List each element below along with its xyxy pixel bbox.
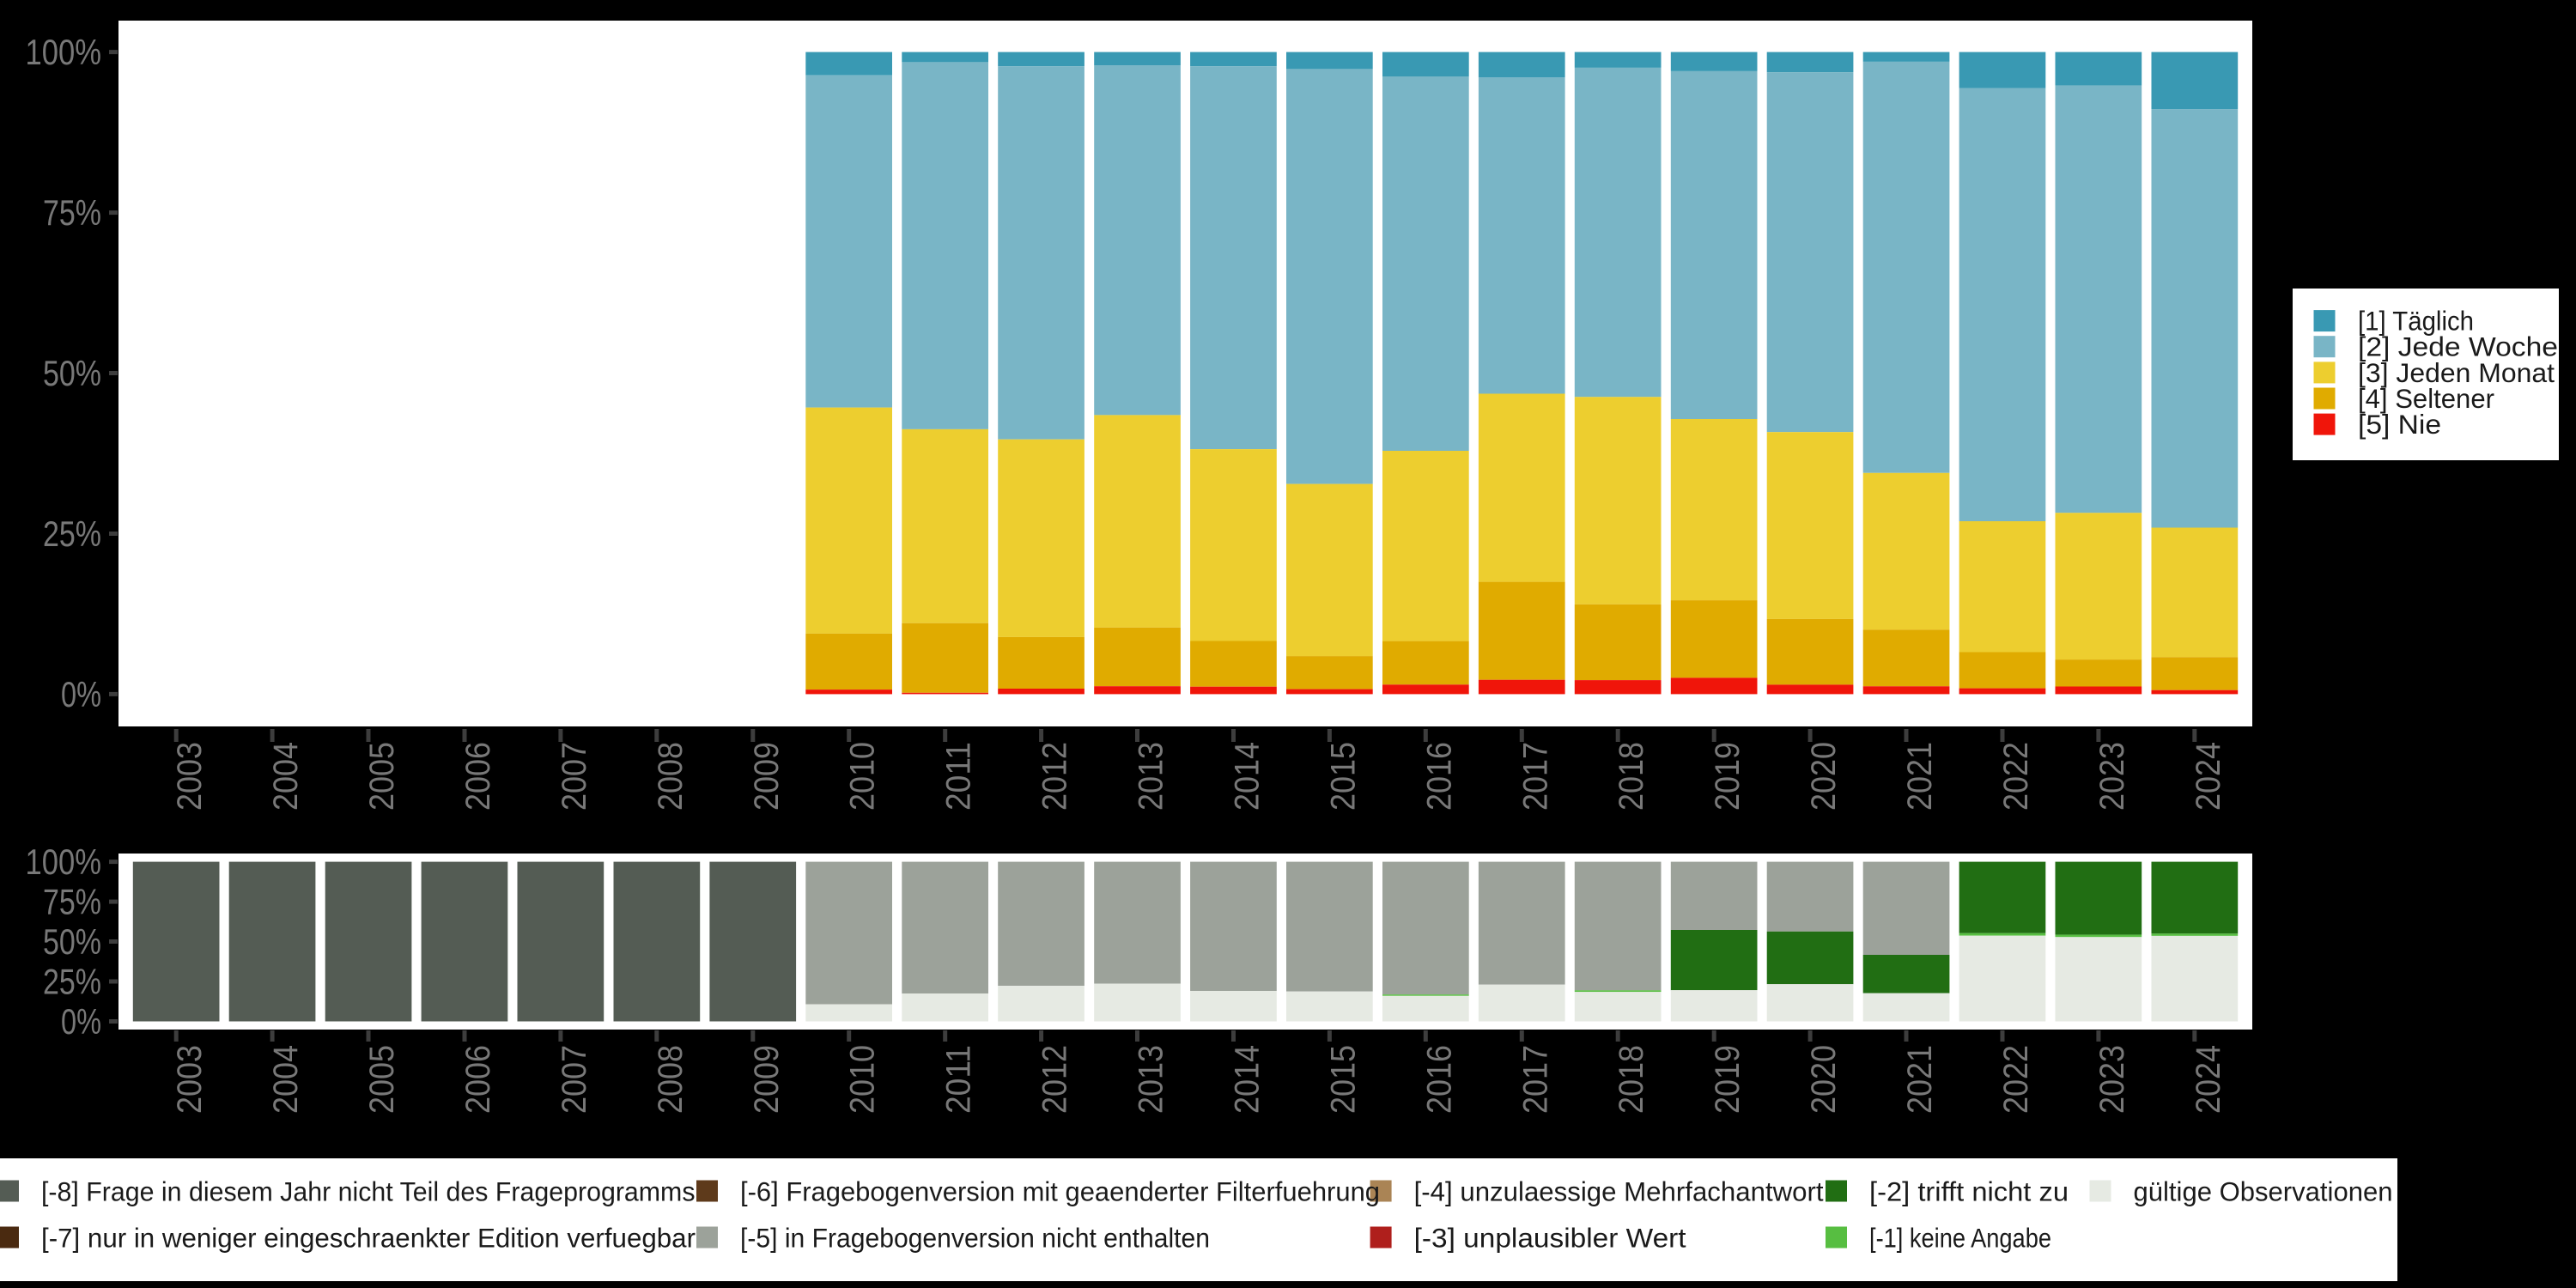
svg-text:[1] Täglich: [1] Täglich: [2358, 306, 2474, 337]
svg-text:2016: 2016: [1420, 742, 1458, 811]
svg-text:2017: 2017: [1516, 1045, 1554, 1114]
svg-text:2015: 2015: [1324, 1045, 1362, 1114]
svg-text:[-3] unplausibler Wert: [-3] unplausibler Wert: [1414, 1223, 1686, 1254]
svg-text:50%: 50%: [43, 921, 101, 962]
svg-text:[-6] Fragebogenversion mit gea: [-6] Fragebogenversion mit geaenderter F…: [740, 1176, 1380, 1207]
svg-text:2004: 2004: [267, 1045, 305, 1114]
svg-text:2013: 2013: [1133, 1045, 1170, 1114]
svg-text:[-5] in Fragebogenversion nich: [-5] in Fragebogenversion nicht enthalte…: [740, 1223, 1210, 1254]
svg-text:2006: 2006: [459, 742, 497, 811]
svg-text:2022: 2022: [1997, 1045, 2035, 1114]
svg-text:gültige Observationen: gültige Observationen: [2134, 1176, 2393, 1207]
svg-text:0%: 0%: [61, 674, 101, 714]
svg-text:2003: 2003: [171, 1045, 209, 1114]
svg-text:2003: 2003: [171, 742, 209, 811]
svg-text:25%: 25%: [43, 513, 101, 554]
svg-text:2024: 2024: [2190, 1045, 2227, 1114]
svg-text:2023: 2023: [2093, 742, 2131, 811]
svg-text:2021: 2021: [1901, 742, 1939, 811]
svg-text:100%: 100%: [26, 32, 102, 72]
svg-text:50%: 50%: [43, 353, 101, 393]
svg-text:2005: 2005: [363, 1045, 401, 1114]
svg-text:2024: 2024: [2190, 742, 2227, 811]
svg-text:[4] Seltener: [4] Seltener: [2358, 383, 2494, 414]
svg-text:[5] Nie: [5] Nie: [2358, 409, 2441, 440]
svg-text:2018: 2018: [1613, 742, 1650, 811]
svg-text:75%: 75%: [43, 192, 101, 233]
svg-text:[2] Jede Woche: [2] Jede Woche: [2358, 331, 2558, 362]
svg-text:2011: 2011: [940, 1045, 978, 1114]
svg-text:2009: 2009: [748, 742, 786, 811]
svg-text:2008: 2008: [652, 1045, 690, 1114]
svg-text:2013: 2013: [1133, 742, 1170, 811]
svg-text:2019: 2019: [1709, 1045, 1747, 1114]
svg-text:2020: 2020: [1805, 742, 1843, 811]
svg-text:2005: 2005: [363, 742, 401, 811]
svg-text:25%: 25%: [43, 962, 101, 1002]
svg-text:2015: 2015: [1324, 742, 1362, 811]
svg-text:[-4] unzulaessige Mehrfachantw: [-4] unzulaessige Mehrfachantwort: [1414, 1176, 1824, 1207]
svg-text:2017: 2017: [1516, 742, 1554, 811]
svg-text:2009: 2009: [748, 1045, 786, 1114]
svg-text:0%: 0%: [61, 1001, 101, 1042]
svg-text:2008: 2008: [652, 742, 690, 811]
svg-text:2021: 2021: [1901, 1045, 1939, 1114]
svg-text:2014: 2014: [1229, 1045, 1267, 1114]
svg-text:2007: 2007: [556, 1045, 593, 1114]
svg-text:2012: 2012: [1036, 1045, 1074, 1114]
svg-text:75%: 75%: [43, 882, 101, 922]
svg-text:2006: 2006: [459, 1045, 497, 1114]
svg-text:[-1] keine Angabe: [-1] keine Angabe: [1869, 1223, 2051, 1254]
svg-text:2020: 2020: [1805, 1045, 1843, 1114]
svg-text:[-8] Frage in diesem Jahr nich: [-8] Frage in diesem Jahr nicht Teil des…: [41, 1176, 696, 1207]
svg-text:2010: 2010: [844, 742, 882, 811]
svg-text:2007: 2007: [556, 742, 593, 811]
svg-text:2022: 2022: [1997, 742, 2035, 811]
svg-text:2004: 2004: [267, 742, 305, 811]
svg-text:[3] Jeden Monat: [3] Jeden Monat: [2358, 357, 2555, 388]
svg-text:100%: 100%: [26, 841, 102, 882]
svg-text:2012: 2012: [1036, 742, 1074, 811]
svg-text:2010: 2010: [844, 1045, 882, 1114]
svg-text:[-2] trifft nicht zu: [-2] trifft nicht zu: [1869, 1176, 2069, 1207]
svg-text:2023: 2023: [2093, 1045, 2131, 1114]
svg-text:2019: 2019: [1709, 742, 1747, 811]
svg-text:2011: 2011: [940, 742, 978, 811]
svg-text:2018: 2018: [1613, 1045, 1650, 1114]
svg-text:2016: 2016: [1420, 1045, 1458, 1114]
svg-text:[-7] nur in weniger eingeschra: [-7] nur in weniger eingeschraenkter Edi…: [41, 1223, 696, 1254]
svg-text:2014: 2014: [1229, 742, 1267, 811]
